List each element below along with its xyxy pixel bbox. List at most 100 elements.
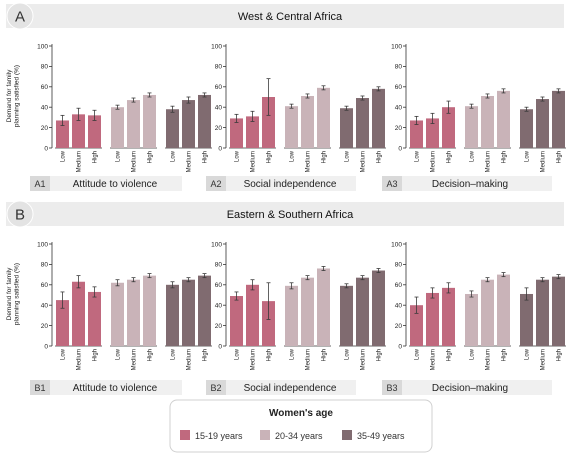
bar: [536, 279, 549, 346]
bar: [340, 285, 353, 346]
x-tick-label: Medium: [431, 151, 437, 172]
section-b-banner: [6, 202, 564, 226]
x-tick-label: Low: [470, 150, 476, 162]
bar: [340, 108, 353, 148]
bar: [536, 99, 549, 148]
panel-footer-b1: B1 Attitude to violence: [30, 380, 182, 395]
y-tick-label: 40: [215, 303, 223, 310]
x-tick-label: Medium: [77, 151, 83, 172]
bar: [56, 300, 69, 346]
x-tick-label: High: [377, 349, 383, 361]
y-tick-label: 40: [215, 105, 223, 112]
section-a-letter: A: [15, 9, 25, 26]
bar: [442, 287, 455, 346]
bar: [552, 90, 565, 148]
x-tick-label: High: [322, 349, 328, 361]
bar: [143, 94, 156, 148]
bar: [410, 120, 423, 148]
bar: [56, 120, 69, 148]
y-tick-label: 100: [37, 241, 48, 248]
x-tick-label: High: [447, 151, 453, 163]
x-tick-label: Low: [525, 150, 531, 162]
x-tick-label: Low: [290, 150, 296, 162]
bar: [127, 100, 140, 148]
panel-tag-b2: B2: [210, 383, 221, 393]
legend: Women's age 15-19 years 20-34 years 35-4…: [169, 399, 433, 453]
x-tick-label: Medium: [541, 349, 547, 370]
panel-tag-bg: [30, 176, 50, 191]
bar: [198, 275, 211, 346]
section-b-header: B Eastern & Southern Africa: [6, 200, 564, 228]
x-tick-label: High: [93, 151, 99, 163]
y-tick-label: 60: [395, 282, 403, 289]
legend-title: Women's age: [269, 408, 333, 419]
y-tick-label: 100: [211, 241, 222, 248]
y-tick-label: 60: [215, 282, 223, 289]
x-tick-label: High: [267, 151, 273, 163]
bar-chart-b2: 0 20 40 60 80 100 Low Medium High Low Medium High Lo…: [211, 241, 386, 370]
bar: [182, 279, 195, 346]
y-tick-label: 0: [398, 343, 402, 350]
panel-footer-bg: [30, 380, 182, 395]
y-tick-label: 0: [218, 343, 222, 350]
y-tick-label: 0: [44, 145, 48, 152]
x-tick-label: Low: [61, 348, 67, 360]
panel-tag-bg: [382, 176, 402, 191]
x-tick-label: High: [322, 151, 328, 163]
y-tick-label: 20: [395, 323, 403, 330]
y-tick-label: 100: [37, 43, 48, 50]
x-tick-label: Low: [345, 150, 351, 162]
y-tick-label: 60: [41, 84, 49, 91]
y-tick-label: 0: [398, 145, 402, 152]
bar: [166, 284, 179, 346]
legend-label: 35-49 years: [357, 431, 405, 441]
section-b-letter: B: [15, 207, 25, 224]
bar: [520, 109, 533, 148]
panel-tag-bg: [206, 176, 226, 191]
panel-footer-b3: B3 Decision–making: [382, 380, 552, 395]
x-tick-label: High: [502, 151, 508, 163]
x-tick-label: Medium: [306, 349, 312, 370]
panel-tag-b3: B3: [386, 383, 397, 393]
x-tick-label: High: [377, 151, 383, 163]
panel-label-b1: Attitude to violence: [73, 383, 158, 394]
y-tick-label: 0: [218, 145, 222, 152]
x-tick-label: High: [203, 151, 209, 163]
y-tick-label: 20: [395, 125, 403, 132]
bar: [88, 291, 101, 346]
x-tick-label: Medium: [251, 151, 257, 172]
x-tick-label: Medium: [541, 151, 547, 172]
bar: [481, 279, 494, 346]
x-tick-label: Low: [116, 348, 122, 360]
legend-label: 15-19 years: [195, 431, 243, 441]
x-tick-label: High: [148, 349, 154, 361]
bar-chart-a2: 0 20 40 60 80 100 Low Medium High Low Medium High Lo…: [211, 43, 386, 172]
x-tick-label: High: [93, 349, 99, 361]
panel-tag-a3: A3: [386, 179, 397, 189]
x-tick-label: Medium: [361, 151, 367, 172]
panel-tag-a1: A1: [34, 179, 45, 189]
bar: [372, 88, 385, 148]
y-tick-label: 80: [41, 262, 49, 269]
y-tick-label: 40: [395, 105, 403, 112]
panel-footer-a1: A1 Attitude to violence: [30, 176, 182, 191]
bar: [442, 107, 455, 148]
x-tick-label: High: [557, 151, 563, 163]
bar: [285, 106, 298, 148]
bar: [497, 274, 510, 346]
y-tick-label: 20: [41, 323, 49, 330]
bar: [246, 284, 259, 346]
y-tick-label: 20: [215, 323, 223, 330]
y-tick-label: 40: [41, 105, 49, 112]
bar-chart-b1: 0 20 40 60 80 100 Low Medium High Low Medium High Lo…: [37, 241, 212, 370]
x-tick-label: Low: [235, 150, 241, 162]
bar: [127, 279, 140, 346]
bar: [111, 107, 124, 148]
x-tick-label: Low: [470, 348, 476, 360]
x-tick-label: Medium: [486, 349, 492, 370]
bar: [356, 277, 369, 346]
panel-tag-bg: [30, 380, 50, 395]
bar: [262, 301, 275, 346]
bar: [182, 100, 195, 148]
